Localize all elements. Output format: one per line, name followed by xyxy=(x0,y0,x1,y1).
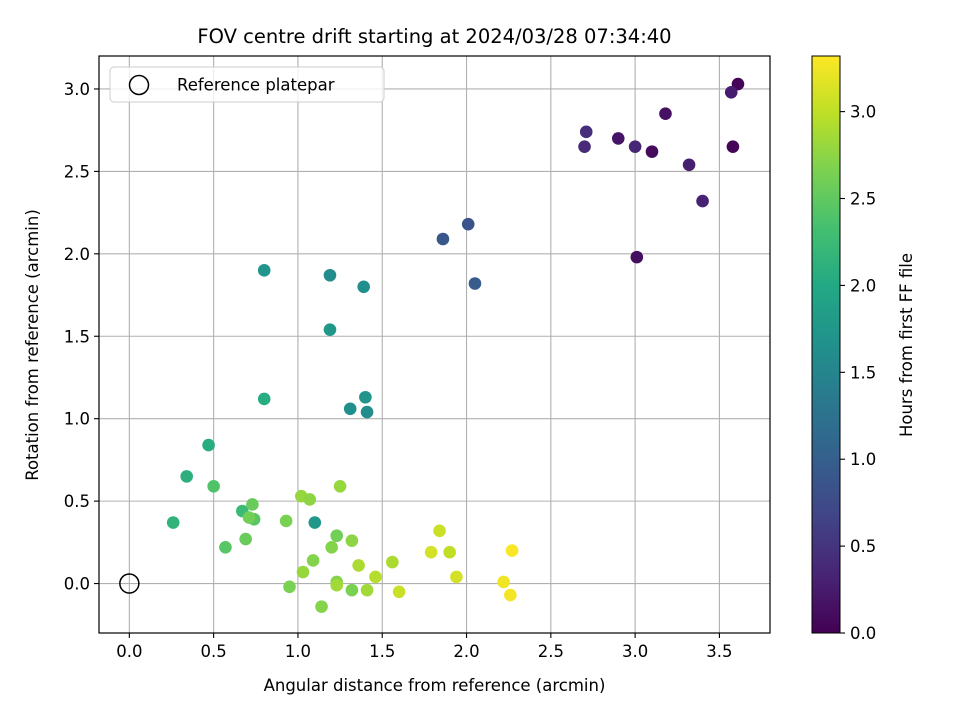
x-axis-label: Angular distance from reference (arcmin) xyxy=(264,676,606,695)
scatter-point xyxy=(242,511,256,524)
x-tick-label: 1.5 xyxy=(369,642,395,661)
colorbar: 0.0 0.5 1.0 1.5 2.0 2.5 3.0 Hours from first F… xyxy=(811,55,916,643)
scatter-point xyxy=(325,540,338,554)
colorbar-tick-label: 1.0 xyxy=(850,450,876,469)
scatter-point xyxy=(369,570,382,584)
scatter-point xyxy=(330,529,344,543)
scatter-point xyxy=(497,575,510,589)
legend-entry-reference-platepar: Reference platepar xyxy=(177,76,335,95)
scatter-point xyxy=(246,498,259,511)
y-tick-label: 2.5 xyxy=(64,162,90,181)
scatter-point xyxy=(343,402,357,416)
scatter-point xyxy=(386,555,399,569)
scatter-point xyxy=(611,132,625,145)
plot-frame xyxy=(98,55,771,634)
scatter-point xyxy=(257,264,271,277)
scatter-point xyxy=(352,559,365,572)
scatter-point xyxy=(360,583,374,597)
scatter-point xyxy=(323,268,337,282)
scatter-point xyxy=(682,158,696,172)
reference-point-marker xyxy=(119,573,140,594)
scatter-point xyxy=(296,565,310,579)
colorbar-tick-label: 2.0 xyxy=(850,276,876,295)
scatter-point xyxy=(357,280,370,294)
scatter-point xyxy=(239,532,252,546)
scatter-point xyxy=(315,600,328,613)
scatter-point xyxy=(645,145,659,158)
y-tick-label: 1.0 xyxy=(64,410,90,429)
x-tick-label: 3.0 xyxy=(622,642,648,661)
x-tick-label: 0.5 xyxy=(201,642,227,661)
y-tick-label: 0.0 xyxy=(64,575,90,594)
chart-title: FOV centre drift starting at 2024/03/28 … xyxy=(197,25,671,48)
scatter-point xyxy=(308,516,322,529)
x-tick-label: 0.0 xyxy=(116,642,142,661)
scatter-point xyxy=(333,479,347,493)
scatter-point xyxy=(443,545,456,559)
scatter-point xyxy=(436,232,450,246)
scatter-point xyxy=(323,323,337,336)
scatter-point xyxy=(433,524,446,538)
scatter-point xyxy=(202,438,215,452)
data-points xyxy=(166,77,745,613)
y-tick-label: 3.0 xyxy=(64,80,90,99)
colorbar-tick-label: 3.0 xyxy=(850,103,876,122)
legend-reference-marker xyxy=(128,74,150,96)
colorbar-tick-label: 1.5 xyxy=(850,363,876,382)
scatter-point xyxy=(360,405,374,419)
x-tick-label: 2.5 xyxy=(538,642,564,661)
scatter-point xyxy=(579,125,593,139)
scatter-point xyxy=(450,570,463,584)
legend-box xyxy=(109,66,385,103)
colorbar-label: Hours from first FF file xyxy=(897,253,916,437)
scatter-point xyxy=(424,545,438,559)
colorbar-gradient xyxy=(811,55,841,634)
x-tick-label: 3.5 xyxy=(706,642,732,661)
scatter-point xyxy=(219,540,232,554)
scatter-point xyxy=(696,194,709,208)
scatter-point xyxy=(166,516,180,529)
scatter-point xyxy=(505,544,519,557)
scatter-point xyxy=(726,140,740,153)
scatter-point xyxy=(345,534,359,547)
scatter-point xyxy=(283,580,296,594)
scatter-point xyxy=(724,85,738,99)
scatter-point xyxy=(207,479,220,493)
scatter-point xyxy=(392,585,406,599)
scatter-point xyxy=(659,107,672,120)
scatter-point xyxy=(180,470,193,483)
scatter-point xyxy=(359,390,372,404)
axis-ticks: 0.0 0.5 1.0 1.5 2.0 2.5 3.0 3.5 0.0 0.5 1.0 1.5 2.0 2… xyxy=(64,80,733,661)
legend: Reference platepar xyxy=(109,66,385,103)
y-tick-label: 1.5 xyxy=(64,327,90,346)
scatter-point xyxy=(279,514,293,528)
y-axis-label: Rotation from reference (arcmin) xyxy=(23,209,42,481)
y-tick-label: 0.5 xyxy=(64,492,90,511)
scatter-point xyxy=(330,578,344,592)
x-tick-label: 1.0 xyxy=(285,642,311,661)
scatter-point xyxy=(461,217,475,231)
scatter-point xyxy=(630,250,644,264)
scatter-point xyxy=(345,583,359,597)
scatter-point xyxy=(578,140,591,153)
scatter-point xyxy=(504,588,517,602)
scatter-point xyxy=(257,392,271,406)
scatter-point xyxy=(303,493,317,506)
y-tick-label: 2.0 xyxy=(64,245,90,264)
colorbar-tick-label: 0.0 xyxy=(850,624,876,643)
scatter-point xyxy=(468,277,482,290)
x-tick-label: 2.0 xyxy=(453,642,479,661)
colorbar-ticks: 0.0 0.5 1.0 1.5 2.0 2.5 3.0 xyxy=(840,103,876,643)
grid-lines xyxy=(99,56,770,633)
scatter-point xyxy=(306,554,320,567)
colorbar-tick-label: 2.5 xyxy=(850,190,876,209)
colorbar-tick-label: 0.5 xyxy=(850,537,876,556)
scatter-point xyxy=(628,140,642,153)
